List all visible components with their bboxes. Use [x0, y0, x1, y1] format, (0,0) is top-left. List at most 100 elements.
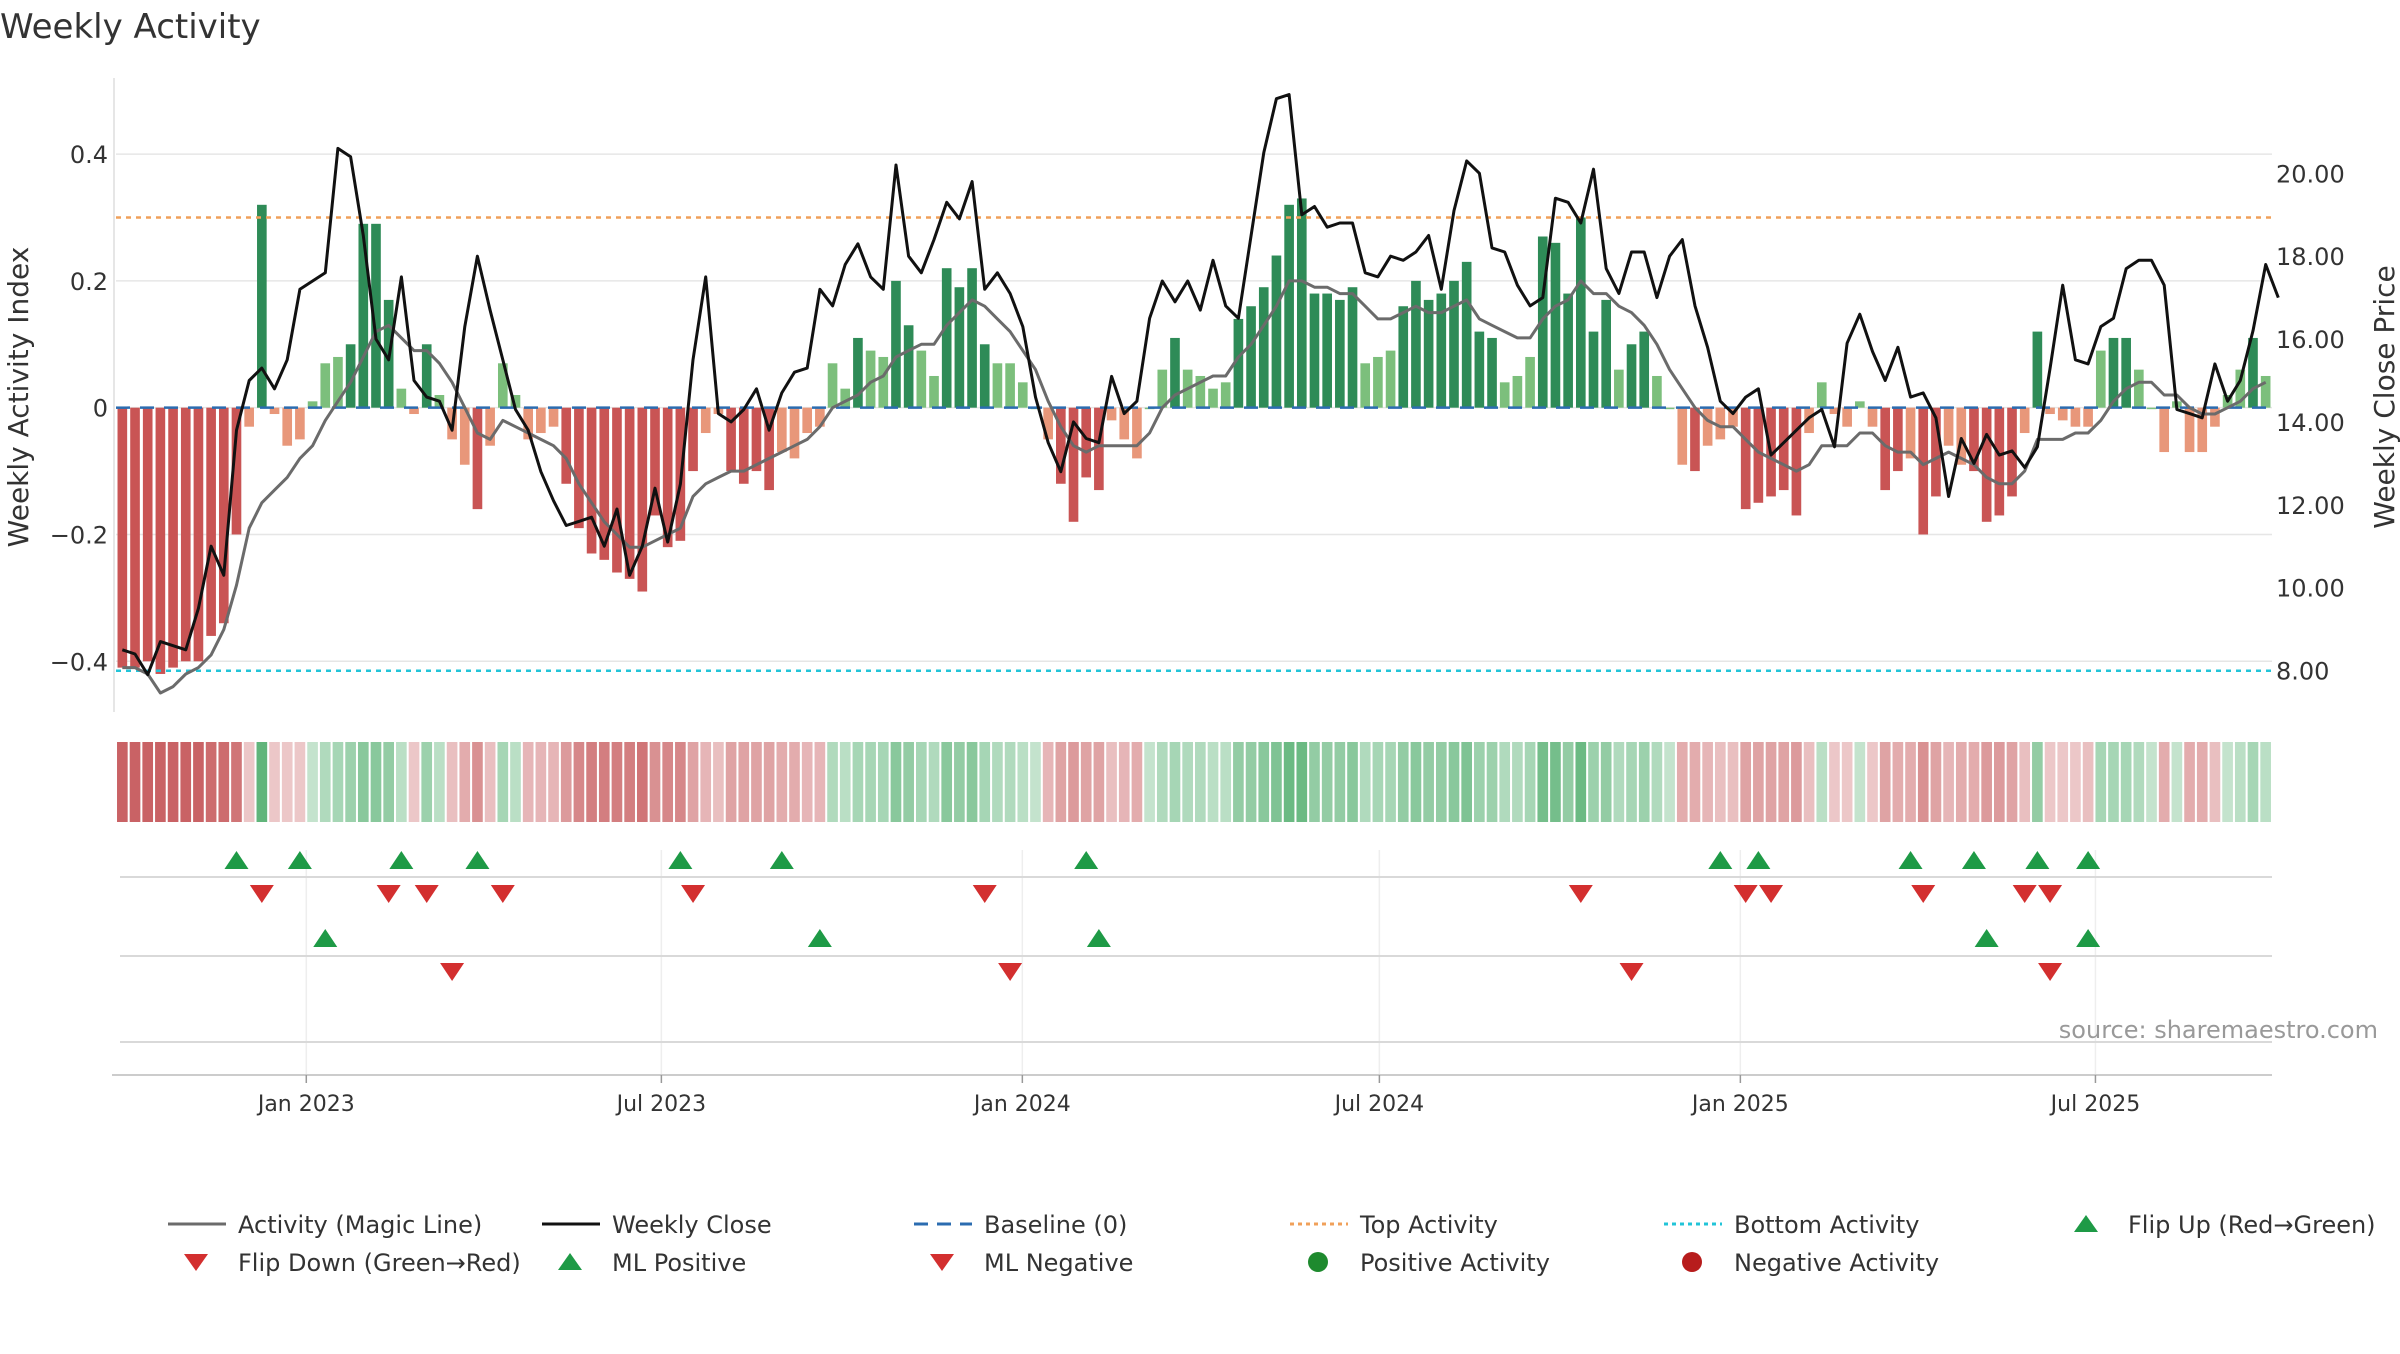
activity-bar	[1639, 331, 1650, 408]
legend-item: Weekly Close	[542, 1211, 772, 1239]
ribbon-cell	[598, 742, 610, 822]
y2-tick-label: 8.00	[2276, 658, 2329, 686]
ribbon-cell	[890, 742, 902, 822]
ribbon-cell	[751, 742, 762, 822]
activity-bar	[1931, 407, 1941, 497]
flip-up-marker	[465, 851, 490, 869]
ml-positive-marker	[807, 929, 832, 947]
ribbon-cell	[1613, 742, 1625, 822]
activity-bar	[1170, 337, 1180, 408]
activity-bar	[2260, 375, 2271, 408]
activity-bar	[1791, 407, 1802, 516]
ribbon-cell	[2120, 742, 2132, 822]
ribbon-cell	[2019, 742, 2031, 822]
activity-bar	[2032, 331, 2043, 408]
ribbon-cell	[472, 742, 483, 822]
activity-bar	[536, 407, 546, 434]
y-tick-label: −0.2	[50, 521, 108, 549]
activity-bar	[1233, 318, 1244, 408]
ribbon-cell	[2234, 742, 2246, 822]
activity-bar	[1563, 293, 1573, 408]
activity-bar	[1373, 356, 1383, 408]
ribbon-cell	[687, 742, 699, 822]
ribbon-cell	[1435, 742, 1447, 822]
legend-item: Bottom Activity	[1664, 1211, 1919, 1239]
flip-up-marker	[287, 851, 312, 869]
activity-bars	[117, 198, 2271, 674]
ribbon-cell	[865, 742, 876, 822]
ribbon-cell	[2171, 742, 2183, 822]
activity-bar	[206, 407, 216, 636]
flip-up-marker	[389, 851, 414, 869]
activity-bar	[1740, 407, 1751, 510]
ribbon-cell	[1195, 742, 1206, 822]
activity-bar	[2184, 407, 2195, 453]
ribbon-cell	[281, 742, 293, 822]
activity-bar	[726, 407, 736, 472]
y-tick-label: 0.2	[70, 268, 108, 296]
ribbon-cell	[2260, 742, 2271, 822]
legend-label: ML Negative	[984, 1249, 1133, 1277]
activity-bar	[523, 407, 533, 440]
activity-bar	[941, 268, 952, 408]
activity-bar	[2095, 350, 2106, 408]
activity-bar	[472, 407, 483, 510]
activity-bar	[2108, 337, 2119, 408]
ribbon-cell	[1359, 742, 1371, 822]
activity-bar	[916, 350, 927, 408]
ribbon-cell	[941, 742, 953, 822]
activity-bar	[1778, 407, 1789, 491]
legend-item: Activity (Magic Line)	[168, 1211, 482, 1239]
ml-positive-marker	[1086, 929, 1111, 947]
ribbon-cell	[129, 742, 141, 822]
ribbon-cell	[1816, 742, 1828, 822]
ml-negative-marker	[998, 963, 1023, 981]
activity-bar	[840, 388, 851, 408]
ml-negative-marker	[440, 963, 465, 981]
ribbon-cell	[408, 742, 420, 822]
activity-bar	[1537, 236, 1548, 408]
ribbon-cell	[573, 742, 585, 822]
activity-bar	[345, 344, 356, 408]
ribbon-cell	[1892, 742, 1904, 822]
legend-label: Positive Activity	[1360, 1249, 1550, 1277]
ribbon-cell	[1233, 742, 1244, 822]
legend-swatch	[1682, 1252, 1702, 1272]
activity-bar	[1842, 407, 1852, 427]
activity-bar	[269, 407, 280, 415]
legend-item: Negative Activity	[1682, 1249, 1939, 1277]
activity-bar	[802, 407, 813, 434]
ribbon-cell	[1448, 742, 1460, 822]
ribbon-cell	[1321, 742, 1333, 822]
ribbon-cell	[2108, 742, 2119, 822]
activity-bar	[1893, 407, 1903, 472]
ribbon-cell	[434, 742, 445, 822]
ribbon-cell	[2133, 742, 2145, 822]
activity-bar	[218, 407, 229, 624]
flip-up-marker	[1708, 851, 1733, 869]
ribbon-cell	[1638, 742, 1650, 822]
activity-bar	[1728, 407, 1738, 427]
activity-bar	[1220, 382, 1231, 408]
x-tick-label: Jul 2024	[1333, 1092, 1425, 1117]
ribbon-cell	[1283, 742, 1295, 822]
weekly-close-line	[121, 93, 2280, 677]
ribbon-cell	[307, 742, 318, 822]
activity-bar	[2197, 407, 2208, 453]
activity-bar	[789, 407, 800, 459]
activity-bar	[688, 407, 698, 472]
x-tick-label: Jan 2024	[972, 1092, 1071, 1117]
activity-bar	[1981, 407, 1992, 522]
ml-negative-marker	[2038, 963, 2063, 981]
ribbon-cell	[1106, 742, 1117, 822]
ribbon-cell	[1486, 742, 1498, 822]
ribbon-cell	[218, 742, 230, 822]
ribbon-cell	[611, 742, 623, 822]
flip-up-marker	[769, 851, 794, 869]
activity-bar	[2235, 369, 2246, 408]
ribbon-cell	[2146, 742, 2157, 822]
ribbon-cell	[560, 742, 572, 822]
y2-tick-label: 14.00	[2276, 409, 2345, 437]
ribbon-cell	[1981, 742, 1992, 822]
activity-bar	[1322, 293, 1332, 408]
